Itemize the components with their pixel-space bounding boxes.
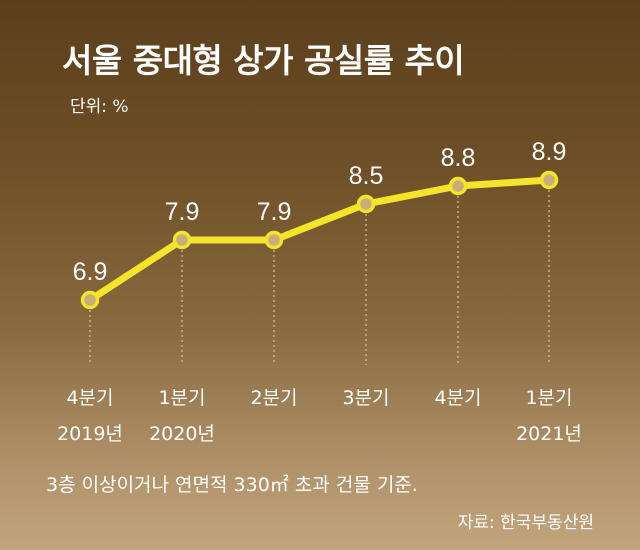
x-tick-label: 4분기 bbox=[66, 387, 113, 409]
data-point bbox=[264, 230, 284, 250]
x-tick-label: 1분기 bbox=[525, 387, 572, 409]
data-label: 8.9 bbox=[532, 138, 567, 166]
data-point bbox=[80, 290, 100, 310]
data-point bbox=[172, 230, 192, 250]
data-label: 8.5 bbox=[349, 162, 384, 190]
source-note: 자료: 한국부동산원 bbox=[457, 513, 594, 533]
data-label: 6.9 bbox=[73, 258, 108, 286]
x-tick-year-label: 2021년 bbox=[516, 423, 582, 445]
data-label: 8.8 bbox=[441, 144, 476, 172]
x-tick-label: 3분기 bbox=[342, 387, 389, 409]
x-tick-label: 2분기 bbox=[250, 387, 297, 409]
chart-title: 서울 중대형 상가 공실률 추이 bbox=[62, 41, 465, 80]
x-tick-year-label: 2019년 bbox=[57, 423, 123, 445]
footnote: 3층 이상이거나 연면적 330㎡ 초과 건물 기준. bbox=[46, 474, 418, 496]
data-label: 7.9 bbox=[257, 198, 292, 226]
data-point bbox=[539, 170, 559, 190]
x-tick-label: 4분기 bbox=[434, 387, 481, 409]
data-label: 7.9 bbox=[165, 198, 200, 226]
series-line bbox=[86, 176, 553, 304]
data-point bbox=[448, 176, 468, 196]
unit-label: 단위: % bbox=[70, 97, 129, 117]
data-point bbox=[356, 194, 376, 214]
x-tick-year-label: 2020년 bbox=[149, 423, 215, 445]
x-tick-label: 1분기 bbox=[158, 387, 205, 409]
